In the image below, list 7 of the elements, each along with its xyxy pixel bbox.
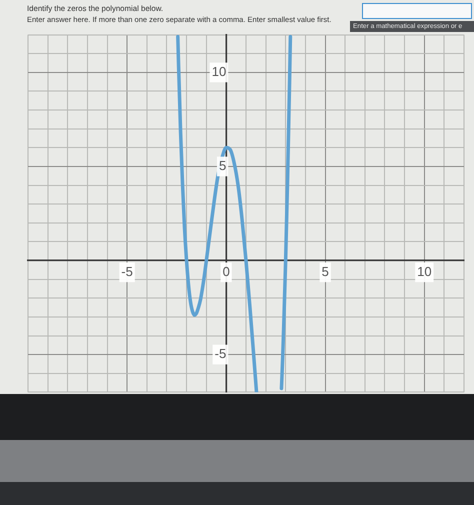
y-tick-label: 10 (212, 64, 226, 79)
x-tick-label: -5 (121, 264, 133, 279)
x-tick-label: 0 (222, 264, 230, 279)
y-tick-label: 5 (218, 158, 226, 174)
x-tick-label: 10 (417, 264, 432, 279)
x-tick-label: 5 (322, 264, 329, 279)
y-tick-label: -5 (214, 346, 226, 362)
